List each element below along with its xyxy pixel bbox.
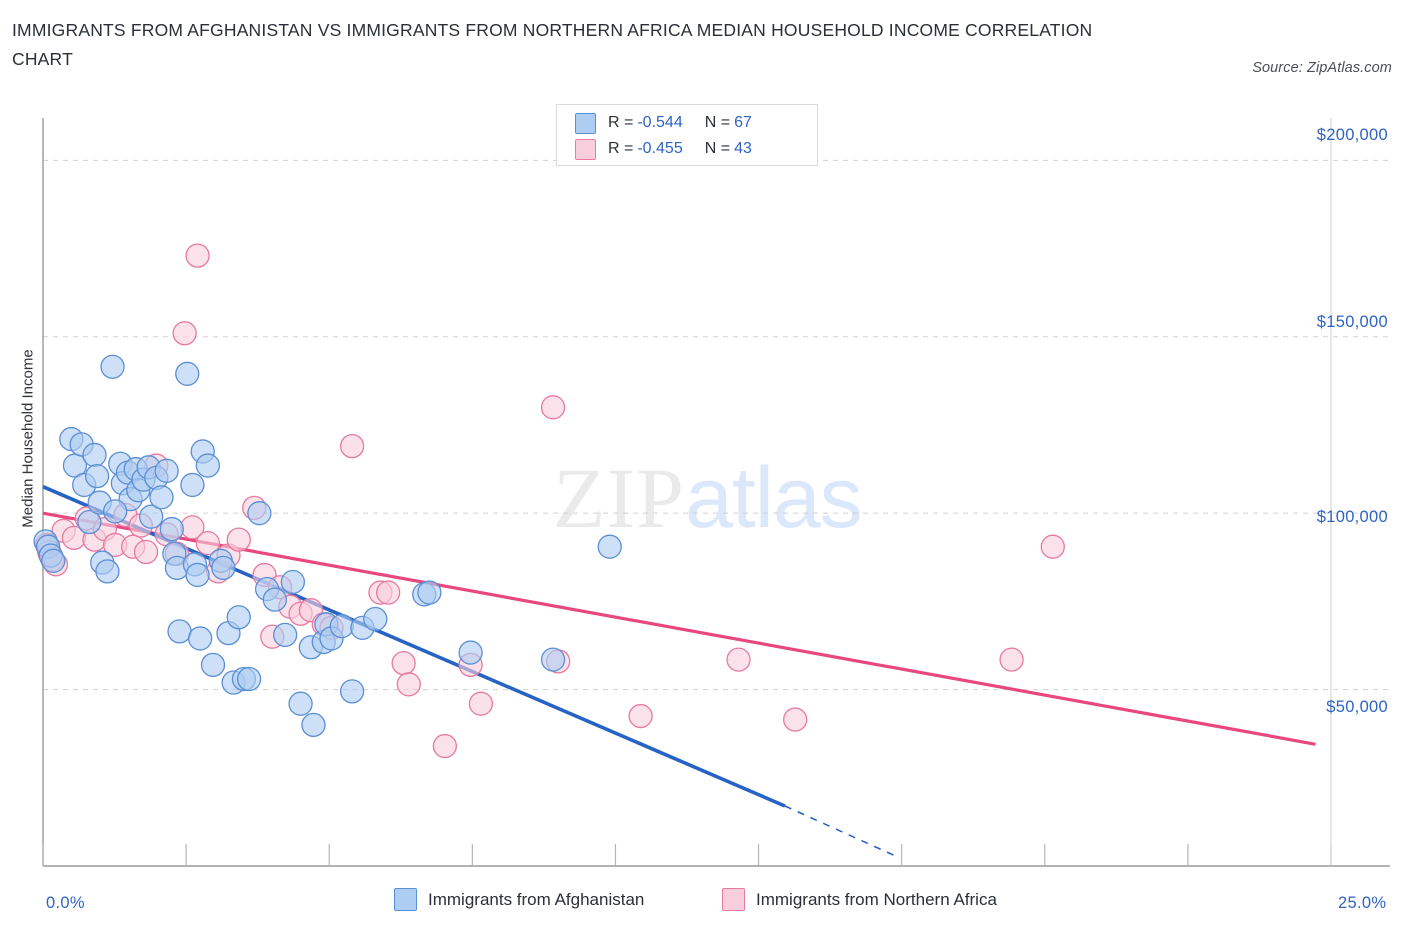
data-point-northern-africa [468,691,494,716]
data-point-afghanistan [185,562,210,588]
data-point-afghanistan [236,666,262,692]
data-point-afghanistan [339,679,365,704]
data-point-northern-africa [391,650,416,676]
data-point-afghanistan [272,622,298,648]
page-title-line-1: IMMIGRANTS FROM AFGHANISTAN VS IMMIGRANT… [12,20,1093,40]
data-point-afghanistan [159,516,184,542]
stats-r-value-1: -0.544 [637,114,683,131]
data-point-afghanistan [180,472,205,498]
data-point-afghanistan [102,499,128,524]
trend-line-afghanistan [42,485,786,808]
data-point-afghanistan [139,504,164,529]
stats-n-value-2: 43 [734,140,752,157]
data-point-northern-africa [999,647,1024,672]
stats-n-label-2: N = [704,140,731,157]
data-point-afghanistan [100,354,125,379]
stats-swatch-blue-icon [575,112,596,134]
stats-n-value-1: 67 [734,114,752,131]
legend-swatch-blue-icon [394,888,417,911]
data-point-afghanistan [41,548,66,573]
stats-r-value-2: -0.455 [637,140,683,157]
y-tick-label-150000: $150,000 [1316,313,1388,331]
data-point-afghanistan [280,569,306,595]
data-point-afghanistan [288,691,313,716]
x-axis-ticks-group [42,118,1332,866]
y-tick-label-50000: $50,000 [1326,698,1388,716]
data-point-northern-africa [396,672,421,697]
data-point-northern-africa [726,647,751,672]
data-point-northern-africa [1040,534,1065,559]
correlation-stats-box: R = -0.544 N = 67 R = -0.455 N = 43 [556,104,818,166]
legend-item-afghanistan[interactable]: Immigrants from Afghanistan [394,888,644,911]
data-point-northern-africa [540,395,566,420]
legend-item-northern-africa[interactable]: Immigrants from Northern Africa [722,888,997,911]
data-point-northern-africa [628,703,653,729]
data-point-northern-africa [783,707,808,732]
data-point-afghanistan [363,606,388,632]
trend-line-afghanistan-extension [784,805,899,858]
data-point-afghanistan [200,652,226,678]
data-point-afghanistan [329,613,354,639]
stats-n-label-1: N = [704,114,731,131]
source-attribution: Source: ZipAtlas.com [1252,60,1392,76]
x-tick-label-max: 25.0% [1338,894,1387,912]
data-point-afghanistan [84,463,110,489]
data-point-afghanistan [195,453,221,478]
data-point-afghanistan [187,626,213,651]
chart-title-block: IMMIGRANTS FROM AFGHANISTAN VS IMMIGRANT… [12,16,1192,74]
data-point-afghanistan [95,559,120,584]
data-point-northern-africa [133,539,159,565]
series-northern-africa-points [34,243,1065,759]
data-point-northern-africa [432,733,458,759]
data-point-northern-africa [339,433,365,459]
series-afghanistan-points [33,354,622,738]
x-tick-label-min: 0.0% [46,894,85,912]
data-point-northern-africa [185,243,210,268]
data-point-northern-africa [226,527,251,552]
data-point-afghanistan [597,534,622,559]
data-point-afghanistan [211,555,236,581]
legend-label-northern-africa: Immigrants from Northern Africa [756,889,997,909]
axis-lines-group [42,118,1390,867]
data-point-afghanistan [226,605,251,630]
stats-row-northern-africa: R = -0.455 N = 43 [575,136,752,162]
data-point-afghanistan [175,361,200,386]
stats-row-afghanistan: R = -0.544 N = 67 [575,110,752,136]
stats-r-label-2: R = [608,140,634,157]
data-point-afghanistan [149,485,174,510]
stats-r-label-1: R = [608,114,634,131]
data-point-afghanistan [167,619,192,644]
stats-swatch-pink-icon [575,138,596,160]
data-point-afghanistan [417,580,442,605]
trend-line-northern-africa [42,511,1316,746]
page-title-line-2: CHART [12,49,73,69]
data-point-northern-africa [195,531,221,556]
data-point-northern-africa [172,321,197,346]
data-point-afghanistan [540,647,566,672]
data-point-afghanistan [262,587,287,612]
y-tick-label-100000: $100,000 [1316,508,1388,526]
data-point-northern-africa [376,580,401,605]
y-tick-label-200000: $200,000 [1316,126,1388,144]
legend-label-afghanistan: Immigrants from Afghanistan [428,889,645,909]
legend-swatch-pink-icon [722,888,745,911]
data-point-afghanistan [301,712,326,738]
data-point-afghanistan [247,501,272,526]
data-point-afghanistan [77,509,102,535]
data-point-afghanistan [458,640,483,665]
data-point-afghanistan [82,442,107,468]
data-point-afghanistan [154,458,179,483]
